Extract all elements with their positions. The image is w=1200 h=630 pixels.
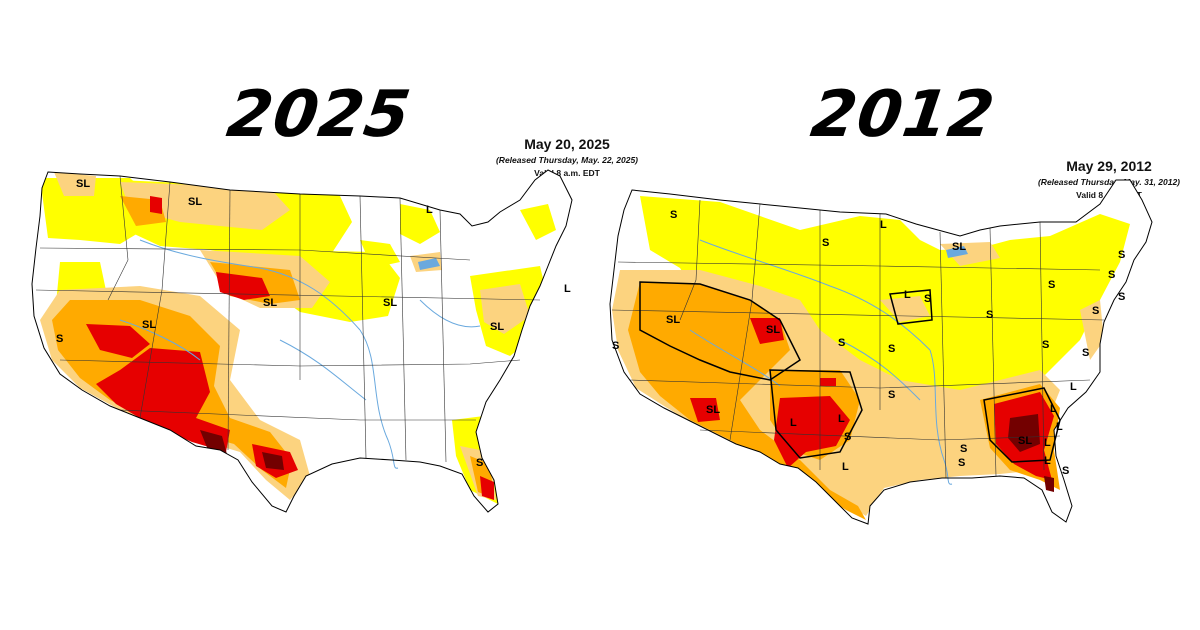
impact-label: S	[888, 389, 895, 401]
impact-label: S	[838, 337, 845, 349]
impact-label: S	[476, 457, 483, 469]
impact-label: S	[960, 443, 967, 455]
impact-label: SL	[490, 321, 504, 333]
drought-map-2025	[31, 169, 573, 513]
impact-label: SL	[952, 241, 966, 253]
map-valid-time: Valid 8 a.m. EDT	[534, 168, 600, 178]
rivers	[119, 239, 481, 469]
drought-map-2012	[609, 179, 1153, 525]
impact-label: S	[1082, 347, 1089, 359]
great-lake	[946, 246, 968, 258]
impact-label: S	[1092, 305, 1099, 317]
impact-label: L	[904, 289, 911, 301]
impact-label: SL	[142, 319, 156, 331]
state-borders	[611, 199, 1105, 479]
impact-label: S	[612, 340, 619, 352]
map-date: May 29, 2012	[1066, 158, 1152, 174]
map-released: (Released Thursday, May. 22, 2025)	[495, 155, 639, 165]
state-borders	[35, 175, 541, 463]
impact-label: L	[1044, 437, 1051, 449]
d4-exceptional-drought-areas	[1008, 414, 1054, 492]
impact-label: L	[880, 219, 887, 231]
impact-label: S	[56, 333, 63, 345]
impact-label: SL	[263, 297, 277, 309]
impact-label: S	[670, 209, 677, 221]
impact-label: L	[426, 204, 433, 216]
map-date: May 20, 2025	[524, 136, 610, 152]
impact-label: L	[1050, 403, 1057, 415]
impact-label: S	[844, 431, 851, 443]
impact-label: SL	[1018, 435, 1032, 447]
impact-label: S	[958, 457, 965, 469]
impact-boundaries	[639, 281, 1061, 463]
impact-label: L	[842, 461, 849, 473]
impact-label: S	[1042, 339, 1049, 351]
impact-label: L	[790, 417, 797, 429]
impact-label: S	[1118, 249, 1125, 261]
impact-label: SL	[706, 404, 720, 416]
impact-label: SL	[76, 178, 90, 190]
impact-label: S	[1062, 465, 1069, 477]
impact-label: SL	[666, 314, 680, 326]
impact-label: S	[1118, 291, 1125, 303]
impact-label: L	[838, 413, 845, 425]
impact-label: SL	[383, 297, 397, 309]
great-lake	[418, 258, 440, 270]
impact-label: S	[822, 237, 829, 249]
impact-label: S	[1108, 269, 1115, 281]
impact-label: L	[564, 283, 571, 295]
impact-label: SL	[766, 324, 780, 336]
map-header-2025: May 20, 2025 (Released Thursday, May. 22…	[462, 136, 672, 178]
impact-label: L	[1044, 455, 1051, 467]
map-released: (Released Thursday, May. 31, 2012)	[1037, 177, 1181, 187]
impact-label: S	[986, 309, 993, 321]
impact-label: L	[1056, 421, 1063, 433]
impact-label: S	[924, 293, 931, 305]
impact-label: S	[1048, 279, 1055, 291]
impact-label: L	[1070, 381, 1077, 393]
impact-label: SL	[188, 196, 202, 208]
impact-label: S	[888, 343, 895, 355]
